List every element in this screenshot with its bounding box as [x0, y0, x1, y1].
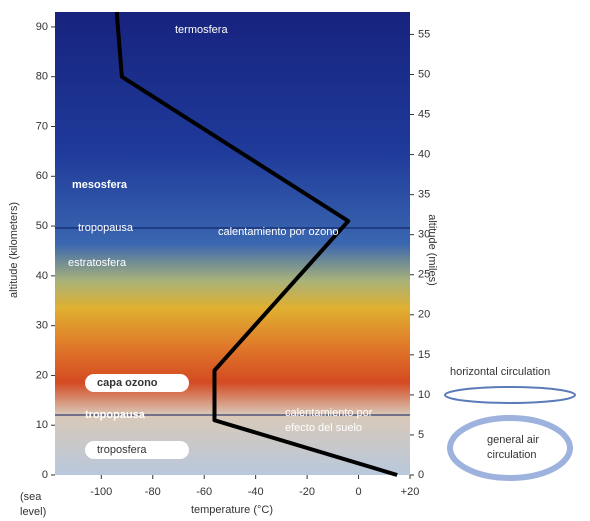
- x-tick-label: -20: [299, 486, 315, 498]
- y2-tick-label: 5: [418, 429, 424, 441]
- x-tick-label: +20: [401, 486, 420, 498]
- annotation: tropopausa: [78, 222, 134, 234]
- y-tick-label: 20: [36, 369, 48, 381]
- y-tick-label: 40: [36, 270, 48, 282]
- x-tick-label: 0: [355, 486, 361, 498]
- y2-tick-label: 50: [418, 68, 430, 80]
- y2-tick-label: 45: [418, 108, 430, 120]
- y-axis-label: altitude (kilometers): [8, 202, 20, 298]
- annotation: (sea: [20, 491, 42, 503]
- annotation: termosfera: [175, 24, 228, 36]
- y-tick-label: 50: [36, 220, 48, 232]
- x-tick-label: -40: [248, 486, 264, 498]
- annotation: efecto del suelo: [285, 422, 362, 434]
- plot-background: [55, 12, 410, 475]
- annotation: tropopausa: [85, 409, 146, 421]
- annotation: estratosfera: [68, 257, 127, 269]
- annotation: general air: [487, 434, 539, 446]
- y2-tick-label: 40: [418, 148, 430, 160]
- y2-tick-label: 35: [418, 189, 430, 201]
- annotation: calentamiento por: [285, 407, 373, 419]
- x-tick-label: -100: [90, 486, 112, 498]
- y2-tick-label: 25: [418, 269, 430, 281]
- y2-tick-label: 0: [418, 469, 424, 481]
- y-tick-label: 80: [36, 71, 48, 83]
- y-tick-label: 30: [36, 320, 48, 332]
- y2-tick-label: 55: [418, 28, 430, 40]
- y-tick-label: 0: [42, 469, 48, 481]
- annotation: troposfera: [97, 444, 147, 456]
- y2-tick-label: 15: [418, 349, 430, 361]
- x-tick-label: -60: [196, 486, 212, 498]
- x-tick-label: -80: [145, 486, 161, 498]
- circulation-arrows: [445, 387, 575, 478]
- chart: altitude (kilometers) altitude (miles) t…: [0, 0, 590, 521]
- x-axis-label: temperature (°C): [191, 504, 273, 516]
- y-tick-label: 90: [36, 21, 48, 33]
- y2-tick-label: 10: [418, 389, 430, 401]
- annotation: horizontal circulation: [450, 366, 550, 378]
- y-tick-label: 70: [36, 120, 48, 132]
- y-tick-label: 10: [36, 419, 48, 431]
- y2-tick-label: 30: [418, 229, 430, 241]
- y-tick-label: 60: [36, 170, 48, 182]
- annotation: mesosfera: [72, 179, 128, 191]
- annotation: calentamiento por ozono: [218, 226, 338, 238]
- annotation: capa ozono: [97, 377, 158, 389]
- y2-tick-label: 20: [418, 309, 430, 321]
- annotation: circulation: [487, 449, 537, 461]
- annotation: level): [20, 506, 46, 518]
